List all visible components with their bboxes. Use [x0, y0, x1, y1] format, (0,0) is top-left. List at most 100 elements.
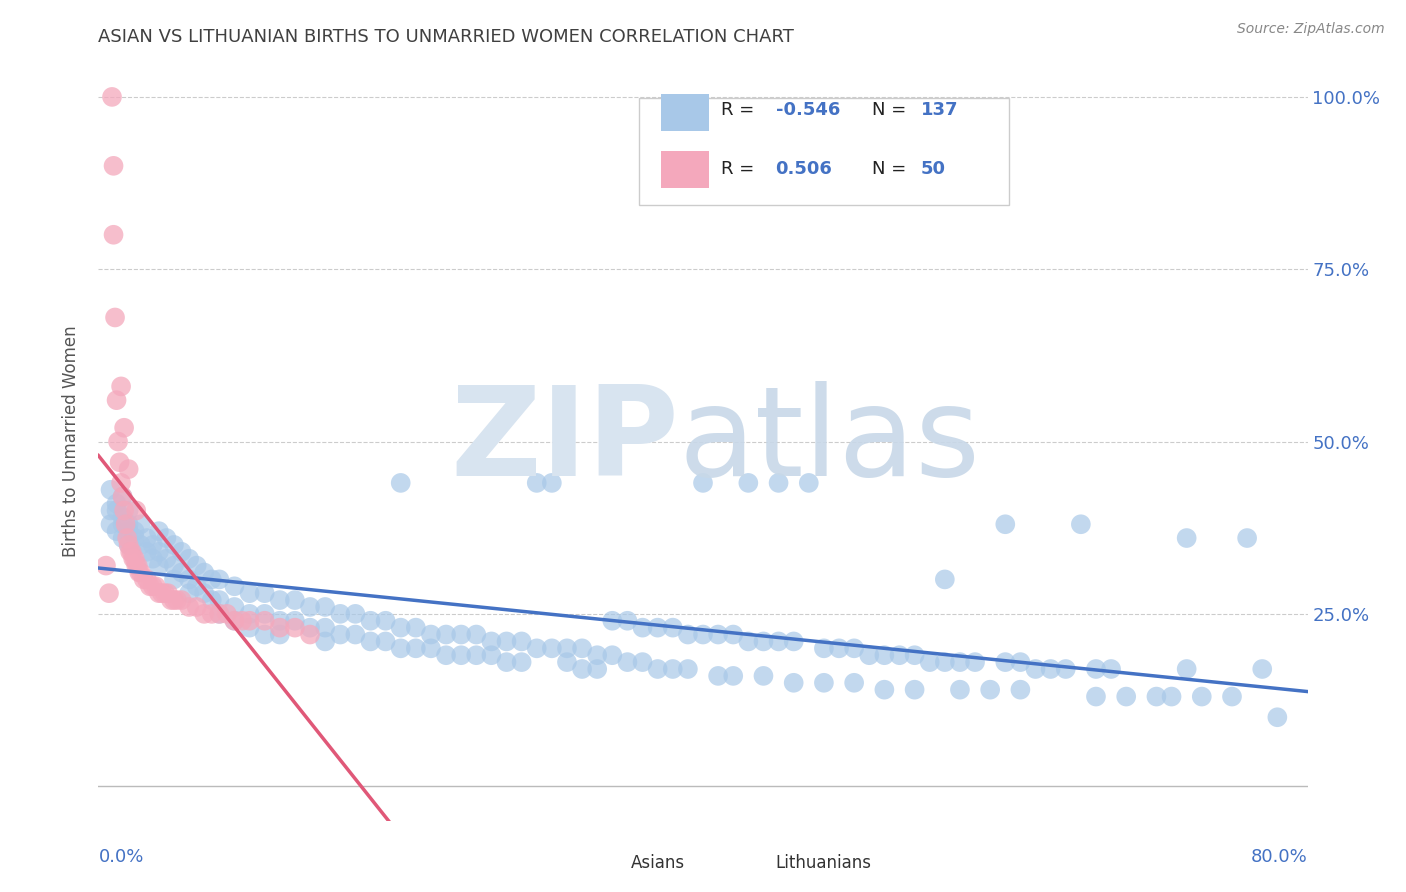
- Point: [125, 503, 148, 517]
- Point: [647, 621, 669, 635]
- Text: -0.546: -0.546: [776, 101, 839, 120]
- Point: [142, 579, 165, 593]
- Point: [299, 627, 322, 641]
- Point: [647, 662, 669, 676]
- Point: [105, 497, 128, 511]
- Point: [105, 393, 128, 408]
- Point: [889, 648, 911, 663]
- Point: [1070, 517, 1092, 532]
- Point: [450, 627, 472, 641]
- Point: [344, 627, 367, 641]
- Point: [768, 634, 790, 648]
- Point: [231, 614, 253, 628]
- Point: [135, 545, 157, 559]
- Point: [752, 634, 775, 648]
- Point: [135, 531, 157, 545]
- Point: [329, 627, 352, 641]
- Point: [239, 621, 262, 635]
- Point: [510, 655, 533, 669]
- Point: [737, 475, 759, 490]
- Point: [186, 579, 208, 593]
- Point: [139, 579, 162, 593]
- Point: [193, 586, 215, 600]
- Point: [314, 599, 336, 614]
- Point: [526, 641, 548, 656]
- Point: [253, 607, 276, 621]
- Text: ASIAN VS LITHUANIAN BIRTHS TO UNMARRIED WOMEN CORRELATION CHART: ASIAN VS LITHUANIAN BIRTHS TO UNMARRIED …: [98, 28, 794, 45]
- Point: [111, 510, 134, 524]
- Point: [129, 566, 152, 580]
- Point: [179, 573, 201, 587]
- Text: 0.0%: 0.0%: [98, 848, 143, 866]
- Point: [208, 593, 231, 607]
- Point: [405, 641, 427, 656]
- Point: [118, 462, 141, 476]
- Point: [142, 538, 165, 552]
- Point: [193, 566, 215, 580]
- Point: [344, 607, 367, 621]
- Point: [148, 545, 170, 559]
- Point: [101, 90, 124, 104]
- Point: [526, 475, 548, 490]
- Point: [118, 503, 141, 517]
- Point: [170, 545, 193, 559]
- Point: [873, 682, 896, 697]
- Point: [111, 490, 134, 504]
- Point: [692, 627, 714, 641]
- Point: [555, 655, 578, 669]
- Point: [135, 573, 157, 587]
- Point: [676, 627, 699, 641]
- Point: [1024, 662, 1046, 676]
- Point: [156, 586, 179, 600]
- Point: [949, 655, 972, 669]
- Point: [103, 227, 125, 242]
- Point: [434, 627, 457, 641]
- Point: [239, 607, 262, 621]
- Point: [495, 655, 517, 669]
- Point: [153, 586, 176, 600]
- Point: [100, 517, 122, 532]
- Point: [934, 655, 956, 669]
- Point: [269, 593, 291, 607]
- Point: [163, 558, 186, 573]
- Text: 0.506: 0.506: [776, 160, 832, 178]
- Point: [111, 490, 134, 504]
- Point: [965, 655, 987, 669]
- Point: [201, 593, 224, 607]
- Point: [239, 586, 262, 600]
- Point: [201, 607, 224, 621]
- Point: [155, 551, 177, 566]
- Point: [434, 648, 457, 663]
- Point: [737, 634, 759, 648]
- Point: [115, 531, 138, 545]
- Point: [1175, 531, 1198, 545]
- Point: [111, 531, 134, 545]
- Point: [481, 648, 503, 663]
- Point: [299, 621, 322, 635]
- Point: [540, 641, 562, 656]
- Point: [1010, 655, 1032, 669]
- Point: [1175, 662, 1198, 676]
- Point: [450, 648, 472, 663]
- Point: [1054, 662, 1077, 676]
- Point: [112, 421, 135, 435]
- Point: [783, 634, 806, 648]
- Point: [813, 675, 835, 690]
- Point: [586, 662, 609, 676]
- Point: [1085, 662, 1108, 676]
- Point: [253, 627, 276, 641]
- Point: [783, 675, 806, 690]
- Point: [555, 641, 578, 656]
- Point: [108, 455, 131, 469]
- Point: [540, 475, 562, 490]
- Point: [692, 475, 714, 490]
- Point: [179, 551, 201, 566]
- Point: [602, 648, 624, 663]
- Point: [1039, 662, 1062, 676]
- Point: [100, 483, 122, 497]
- Point: [904, 682, 927, 697]
- Point: [1085, 690, 1108, 704]
- Text: N =: N =: [872, 101, 912, 120]
- Point: [707, 669, 730, 683]
- Point: [129, 517, 152, 532]
